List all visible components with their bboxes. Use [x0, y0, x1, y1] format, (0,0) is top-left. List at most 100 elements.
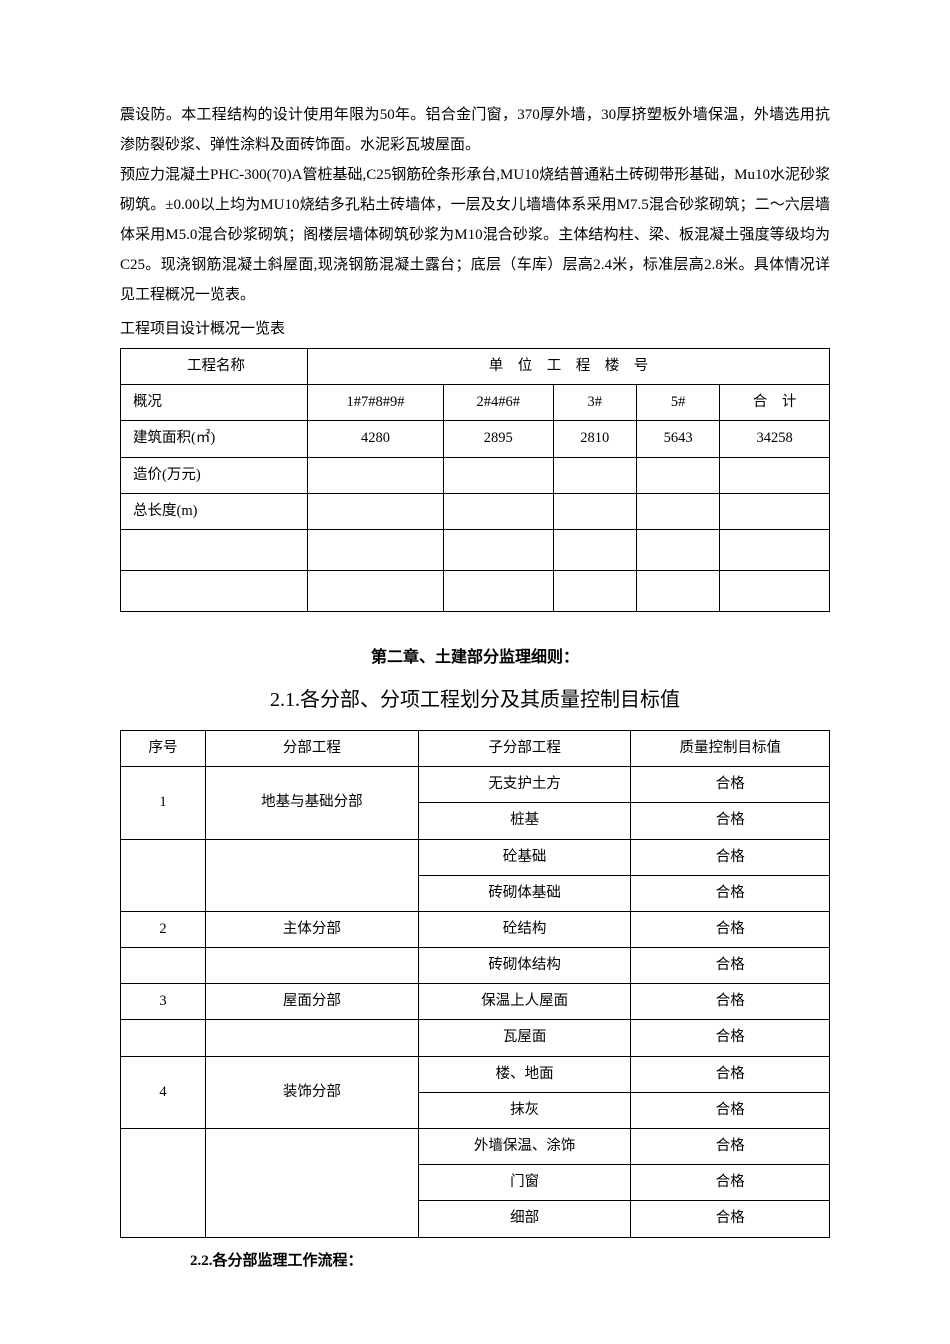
table-row: 概况 1#7#8#9# 2#4#6# 3# 5# 合 计: [121, 385, 830, 421]
table-row: 总长度(m): [121, 493, 830, 529]
target-cell: 合格: [631, 1201, 830, 1237]
empty-cell: [720, 529, 830, 570]
quality-control-table: 序号 分部工程 子分部工程 质量控制目标值 1 地基与基础分部 无支护土方 合格…: [120, 730, 830, 1238]
target-cell: 合格: [631, 984, 830, 1020]
sub-cell: 保温上人屋面: [418, 984, 631, 1020]
table2-header-seq: 序号: [121, 730, 206, 766]
division-cell-ext: [206, 1020, 419, 1056]
sub-cell: 细部: [418, 1201, 631, 1237]
table-row: 1 地基与基础分部 无支护土方 合格: [121, 767, 830, 803]
paragraph-1: 震设防。本工程结构的设计使用年限为50年。铝合金门窗，370厚外墙，30厚挤塑板…: [120, 100, 830, 160]
seq-cell-ext: [121, 948, 206, 984]
sub-cell: 外墙保温、涂饰: [418, 1129, 631, 1165]
table-row: 造价(万元): [121, 457, 830, 493]
cell: 2810: [553, 421, 636, 457]
cell: [720, 457, 830, 493]
division-cell: 地基与基础分部: [206, 767, 419, 839]
table-row: 瓦屋面 合格: [121, 1020, 830, 1056]
table-row: [121, 529, 830, 570]
target-cell: 合格: [631, 803, 830, 839]
cell: 合 计: [720, 385, 830, 421]
subsection-title: 2.1.各分部、分项工程划分及其质量控制目标值: [120, 680, 830, 720]
seq-cell: 4: [121, 1056, 206, 1128]
table-row: 2 主体分部 砼结构 合格: [121, 911, 830, 947]
empty-cell: [307, 570, 443, 611]
table2-header-sub: 子分部工程: [418, 730, 631, 766]
cell: [636, 457, 719, 493]
cell: [443, 493, 553, 529]
table-row: 砖砌体结构 合格: [121, 948, 830, 984]
table1-header-merged: 单 位 工 程 楼 号: [307, 349, 829, 385]
empty-cell: [443, 570, 553, 611]
cell: 5#: [636, 385, 719, 421]
seq-cell: 2: [121, 911, 206, 947]
cell: [553, 493, 636, 529]
empty-cell: [443, 529, 553, 570]
sub-cell: 砖砌体结构: [418, 948, 631, 984]
sub-cell: 楼、地面: [418, 1056, 631, 1092]
row-label: 建筑面积(㎡): [121, 421, 308, 457]
target-cell: 合格: [631, 1092, 830, 1128]
target-cell: 合格: [631, 911, 830, 947]
table-row: 3 屋面分部 保温上人屋面 合格: [121, 984, 830, 1020]
sub-cell: 抹灰: [418, 1092, 631, 1128]
seq-cell-ext: [121, 1129, 206, 1238]
empty-cell: [553, 529, 636, 570]
target-cell: 合格: [631, 839, 830, 875]
cell: [636, 493, 719, 529]
row-label: 概况: [121, 385, 308, 421]
target-cell: 合格: [631, 948, 830, 984]
table-row: 工程名称 单 位 工 程 楼 号: [121, 349, 830, 385]
table1-title: 工程项目设计概况一览表: [120, 314, 830, 344]
cell: [307, 493, 443, 529]
sub-cell: 门窗: [418, 1165, 631, 1201]
cell: 34258: [720, 421, 830, 457]
target-cell: 合格: [631, 875, 830, 911]
cell: [720, 493, 830, 529]
sub-cell: 瓦屋面: [418, 1020, 631, 1056]
division-cell-ext: [206, 1129, 419, 1238]
empty-cell: [121, 529, 308, 570]
table-row: 序号 分部工程 子分部工程 质量控制目标值: [121, 730, 830, 766]
chapter-title: 第二章、土建部分监理细则：: [120, 642, 830, 674]
table-row: 4 装饰分部 楼、地面 合格: [121, 1056, 830, 1092]
seq-cell: 1: [121, 767, 206, 839]
target-cell: 合格: [631, 1165, 830, 1201]
cell: 2#4#6#: [443, 385, 553, 421]
empty-cell: [636, 570, 719, 611]
empty-cell: [307, 529, 443, 570]
empty-cell: [720, 570, 830, 611]
cell: 1#7#8#9#: [307, 385, 443, 421]
division-cell-ext: [206, 839, 419, 911]
cell: [553, 457, 636, 493]
sub-cell: 桩基: [418, 803, 631, 839]
target-cell: 合格: [631, 1020, 830, 1056]
table-row: 砼基础 合格: [121, 839, 830, 875]
cell: 5643: [636, 421, 719, 457]
subsection-2-2-heading: 2.2.各分部监理工作流程：: [190, 1246, 830, 1276]
cell: 3#: [553, 385, 636, 421]
division-cell: 主体分部: [206, 911, 419, 947]
sub-cell: 砖砌体基础: [418, 875, 631, 911]
empty-cell: [553, 570, 636, 611]
target-cell: 合格: [631, 1056, 830, 1092]
cell: 4280: [307, 421, 443, 457]
table2-header-target: 质量控制目标值: [631, 730, 830, 766]
division-cell: 装饰分部: [206, 1056, 419, 1128]
document-page: 震设防。本工程结构的设计使用年限为50年。铝合金门窗，370厚外墙，30厚挤塑板…: [0, 0, 950, 1336]
seq-cell-ext: [121, 1020, 206, 1056]
table-row: 建筑面积(㎡) 4280 2895 2810 5643 34258: [121, 421, 830, 457]
row-label: 造价(万元): [121, 457, 308, 493]
sub-cell: 砼结构: [418, 911, 631, 947]
table-row: [121, 570, 830, 611]
empty-cell: [121, 570, 308, 611]
sub-cell: 砼基础: [418, 839, 631, 875]
division-cell: 屋面分部: [206, 984, 419, 1020]
paragraph-2: 预应力混凝土PHC-300(70)A管桩基础,C25钢筋砼条形承台,MU10烧结…: [120, 160, 830, 310]
seq-cell-ext: [121, 839, 206, 911]
seq-cell: 3: [121, 984, 206, 1020]
empty-cell: [636, 529, 719, 570]
row-label: 总长度(m): [121, 493, 308, 529]
cell: [307, 457, 443, 493]
sub-cell: 无支护土方: [418, 767, 631, 803]
